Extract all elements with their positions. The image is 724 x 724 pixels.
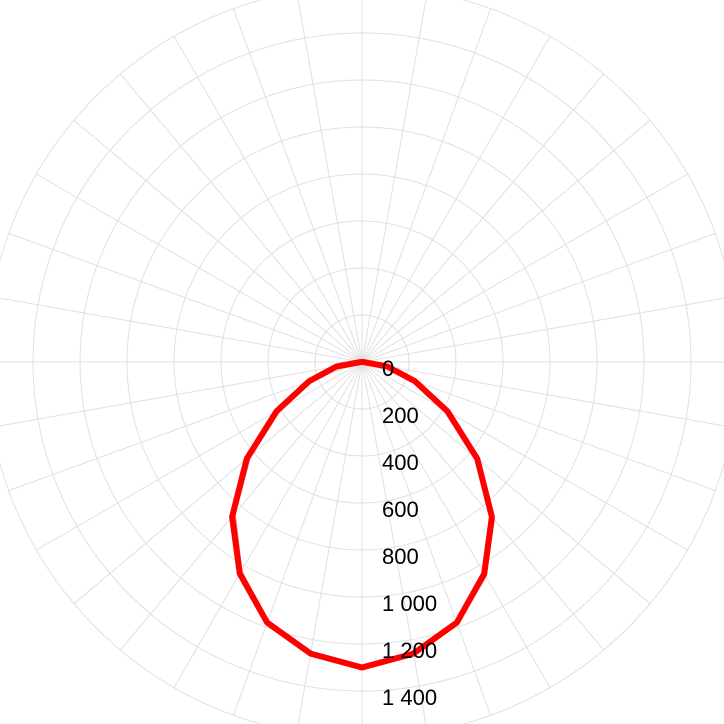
axis-tick-label: 400 [382,450,419,475]
polar-chart-svg: 0 200 400 600 800 1 000 1 200 1 400 [0,0,724,724]
axis-tick-label: 600 [382,497,419,522]
axis-tick-label: 1 400 [382,685,437,710]
axis-tick-label: 0 [382,356,394,381]
axis-tick-label: 800 [382,544,419,569]
axis-tick-label: 200 [382,403,419,428]
polar-chart-container: 0 200 400 600 800 1 000 1 200 1 400 [0,0,724,724]
axis-tick-label: 1 000 [382,591,437,616]
axis-tick-label: 1 200 [382,638,437,663]
